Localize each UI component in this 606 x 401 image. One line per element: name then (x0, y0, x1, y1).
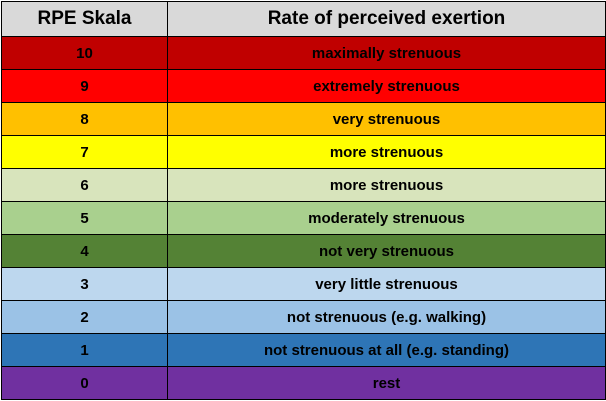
rpe-value: 3 (1, 267, 168, 301)
rpe-value: 5 (1, 201, 168, 235)
table-row: 8 very strenuous (1, 102, 606, 136)
exertion-label: moderately strenuous (167, 201, 606, 235)
rpe-value: 6 (1, 168, 168, 202)
table-row: 5 moderately strenuous (1, 201, 606, 235)
header-perceived-exertion: Rate of perceived exertion (167, 1, 606, 37)
exertion-label: not very strenuous (167, 234, 606, 268)
rpe-value: 8 (1, 102, 168, 136)
table-row: 9 extremely strenuous (1, 69, 606, 103)
rpe-value: 2 (1, 300, 168, 334)
table-body: 10 maximally strenuous 9 extremely stren… (1, 36, 606, 400)
exertion-label: not strenuous at all (e.g. standing) (167, 333, 606, 367)
table-row: 3 very little strenuous (1, 267, 606, 301)
table-row: 7 more strenuous (1, 135, 606, 169)
rpe-value: 4 (1, 234, 168, 268)
table-row: 1 not strenuous at all (e.g. standing) (1, 333, 606, 367)
header-rpe-scale: RPE Skala (1, 1, 168, 37)
exertion-label: more strenuous (167, 168, 606, 202)
table-row: 6 more strenuous (1, 168, 606, 202)
rpe-value: 1 (1, 333, 168, 367)
table-header: RPE Skala Rate of perceived exertion (1, 1, 606, 37)
exertion-label: extremely strenuous (167, 69, 606, 103)
exertion-label: more strenuous (167, 135, 606, 169)
table-row: 10 maximally strenuous (1, 36, 606, 70)
table-row: 2 not strenuous (e.g. walking) (1, 300, 606, 334)
exertion-label: maximally strenuous (167, 36, 606, 70)
exertion-label: not strenuous (e.g. walking) (167, 300, 606, 334)
exertion-label: very little strenuous (167, 267, 606, 301)
rpe-value: 7 (1, 135, 168, 169)
table-row: 4 not very strenuous (1, 234, 606, 268)
exertion-label: very strenuous (167, 102, 606, 136)
rpe-value: 9 (1, 69, 168, 103)
header-row: RPE Skala Rate of perceived exertion (1, 1, 606, 37)
table-row: 0 rest (1, 366, 606, 400)
exertion-label: rest (167, 366, 606, 400)
rpe-value: 10 (1, 36, 168, 70)
rpe-value: 0 (1, 366, 168, 400)
